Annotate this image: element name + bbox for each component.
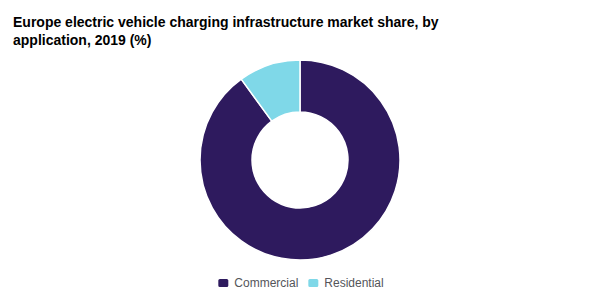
svg-text:Commercial: Commercial xyxy=(234,276,298,290)
svg-text:Europe electric vehicle chargi: Europe electric vehicle charging infrast… xyxy=(13,14,439,30)
svg-text:application, 2019 (%): application, 2019 (%) xyxy=(13,32,151,48)
svg-text:Residential: Residential xyxy=(324,276,383,290)
